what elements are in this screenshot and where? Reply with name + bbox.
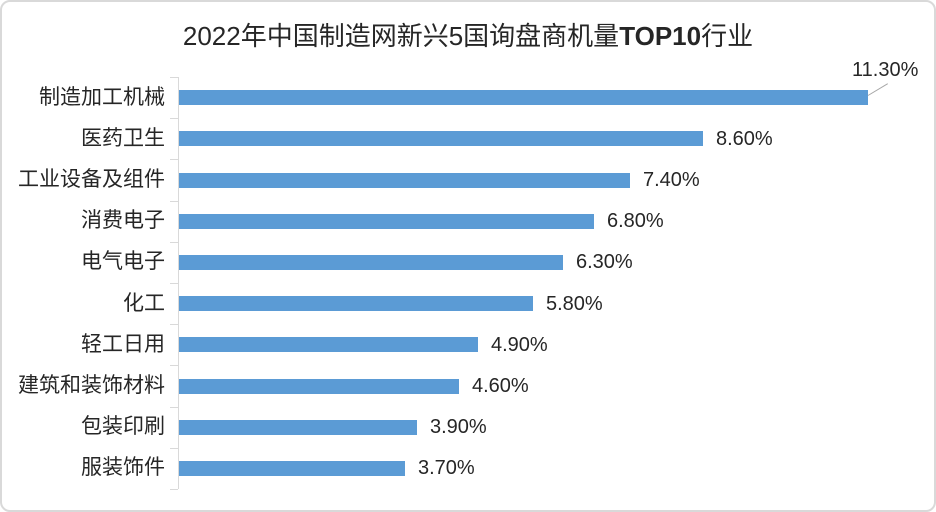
y-axis-tick — [170, 77, 178, 78]
value-callout-leader-line — [867, 83, 889, 96]
category-label: 医药卫生 — [81, 127, 165, 150]
value-label: 6.30% — [576, 251, 633, 273]
chart-title: 2022年中国制造网新兴5国询盘商机量TOP10行业 — [2, 16, 934, 53]
bar — [179, 379, 459, 394]
y-axis-tick — [170, 324, 178, 325]
value-label: 5.80% — [546, 293, 603, 315]
y-axis-tick — [170, 407, 178, 408]
value-label: 4.60% — [472, 375, 529, 397]
y-axis-tick — [170, 201, 178, 202]
category-label: 工业设备及组件 — [18, 168, 165, 191]
value-label: 3.90% — [430, 416, 487, 438]
y-axis-tick — [170, 365, 178, 366]
category-label: 消费电子 — [81, 209, 165, 232]
value-label: 4.90% — [491, 334, 548, 356]
category-label: 电气电子 — [81, 250, 165, 273]
bar — [179, 296, 533, 311]
chart-title-suffix-text: 行业 — [701, 21, 754, 51]
category-label: 包装印刷 — [81, 415, 165, 438]
chart-title-bold-text: TOP10 — [619, 21, 702, 51]
value-label: 8.60% — [716, 128, 773, 150]
category-label: 服装饰件 — [81, 456, 165, 479]
bar — [179, 420, 417, 435]
y-axis-tick — [170, 118, 178, 119]
value-label: 6.80% — [607, 210, 664, 232]
category-label: 化工 — [123, 292, 165, 315]
value-label: 11.30% — [852, 59, 919, 81]
y-axis-tick — [170, 242, 178, 243]
bar — [179, 214, 594, 229]
category-label: 建筑和装饰材料 — [18, 374, 165, 397]
bar — [179, 461, 405, 476]
bar — [179, 173, 630, 188]
bar — [179, 255, 563, 270]
bar — [179, 90, 868, 105]
y-axis-tick — [170, 489, 178, 490]
y-axis-line — [178, 77, 179, 489]
category-label: 轻工日用 — [81, 333, 165, 356]
value-label: 3.70% — [418, 457, 475, 479]
bar — [179, 337, 478, 352]
y-axis-tick — [170, 283, 178, 284]
chart-title-text: 2022年中国制造网新兴5国询盘商机量 — [182, 21, 620, 51]
y-axis-tick — [170, 159, 178, 160]
y-axis-tick — [170, 448, 178, 449]
value-label: 7.40% — [643, 169, 700, 191]
category-label: 制造加工机械 — [39, 86, 165, 109]
bar — [179, 131, 703, 146]
